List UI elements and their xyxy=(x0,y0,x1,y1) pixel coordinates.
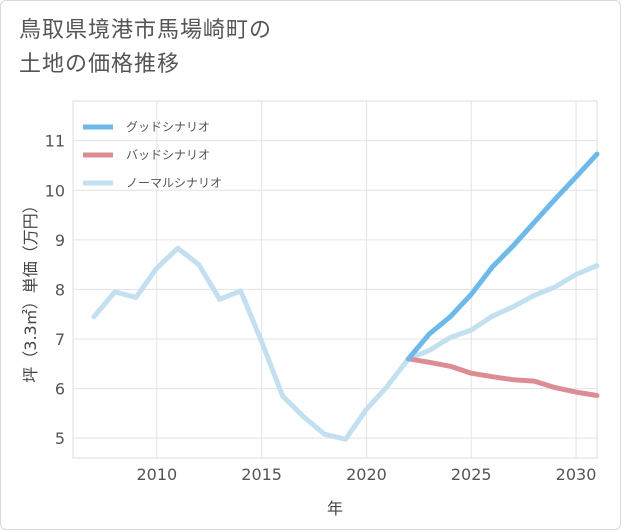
x-tick-label: 2010 xyxy=(136,465,177,484)
title-line-2: 土地の価格推移 xyxy=(19,52,181,77)
series-line-0 xyxy=(405,151,600,362)
legend-label: グッドシナリオ xyxy=(126,120,210,134)
title-line-1: 鳥取県境港市馬場崎町の xyxy=(19,18,273,43)
x-tick-label: 2020 xyxy=(346,465,387,484)
y-tick-label: 9 xyxy=(55,231,65,250)
y-tick-label: 8 xyxy=(55,280,65,299)
series-line-2 xyxy=(91,245,600,442)
y-tick-label: 11 xyxy=(45,132,65,151)
x-tick-label: 2025 xyxy=(451,465,492,484)
gridlines xyxy=(73,101,597,458)
series-line-1 xyxy=(405,356,600,398)
y-tick-label: 10 xyxy=(45,181,65,200)
y-axis-ticks: 5 6 7 8 9 10 11 xyxy=(45,132,65,448)
legend-label: ノーマルシナリオ xyxy=(126,176,222,190)
plot-area xyxy=(72,100,598,459)
series-lines xyxy=(91,151,600,442)
y-axis-label: 坪（3.3㎡）単価（万円） xyxy=(21,197,40,382)
legend-label: バッドシナリオ xyxy=(126,148,210,162)
y-tick-label: 5 xyxy=(55,429,65,448)
y-tick-label: 7 xyxy=(55,330,65,349)
x-axis-ticks: 2010 2015 2020 2025 2030 xyxy=(136,465,596,484)
y-tick-label: 6 xyxy=(55,380,65,399)
x-tick-label: 2015 xyxy=(241,465,282,484)
x-axis-label: 年 xyxy=(327,499,343,518)
x-tick-label: 2030 xyxy=(556,465,597,484)
chart-title: 鳥取県境港市馬場崎町の 土地の価格推移 xyxy=(19,14,272,82)
